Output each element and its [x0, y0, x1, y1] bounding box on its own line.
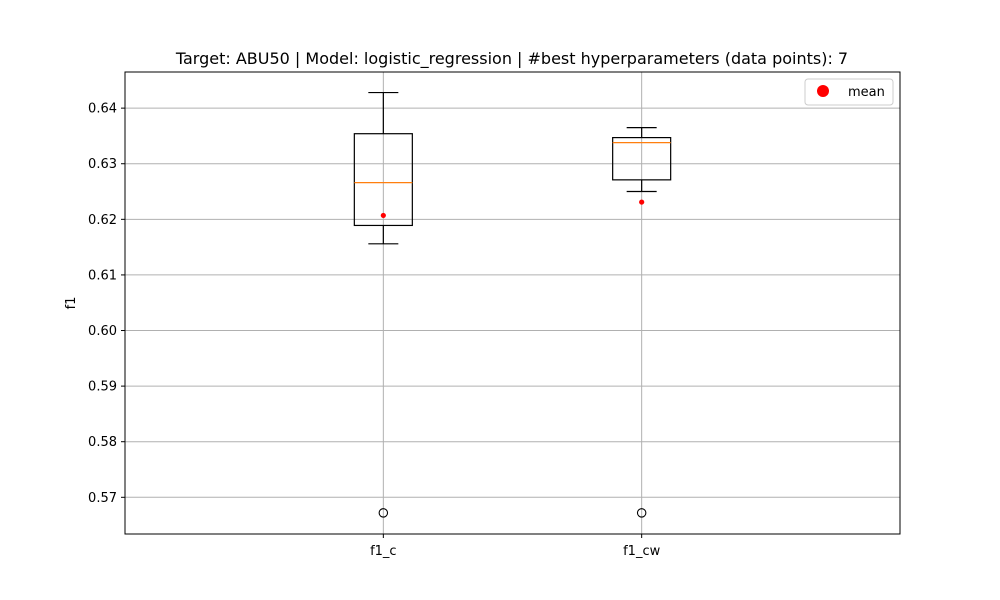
box-f1_cw [612, 126, 672, 518]
outlier-point [378, 508, 389, 518]
plot-area-frame [124, 71, 901, 535]
grid-lines [125, 72, 900, 534]
y-tick-label: 0.60 [88, 324, 117, 339]
y-tick-label: 0.61 [88, 268, 117, 283]
legend-frame [804, 78, 894, 106]
y-tick-label: 0.64 [88, 102, 117, 117]
chart-title: Target: ABU50 | Model: logistic_regressi… [175, 49, 848, 69]
boxes-layer [353, 91, 672, 518]
x-axis-ticks: f1_c f1_cw [370, 534, 661, 559]
x-tick-label: f1_c [370, 544, 397, 559]
mean-point [639, 199, 645, 205]
y-tick-label: 0.58 [88, 435, 117, 450]
legend: mean [804, 78, 894, 106]
y-axis-label: f1 [64, 297, 79, 310]
y-tick-label: 0.63 [88, 157, 117, 172]
y-tick-label: 0.57 [88, 491, 117, 506]
box-f1_c [353, 91, 413, 518]
legend-mean-label: mean [848, 85, 885, 100]
iqr-box [612, 137, 672, 181]
x-tick-label: f1_cw [623, 544, 660, 559]
y-axis-ticks: 0.57 0.58 0.59 0.60 0.61 0.62 0.63 0.64 [88, 102, 125, 506]
mean-point [380, 212, 386, 219]
y-tick-label: 0.62 [88, 213, 117, 228]
iqr-box [353, 133, 413, 227]
legend-mean-marker [817, 85, 829, 97]
outlier-point [636, 508, 647, 518]
y-tick-label: 0.59 [88, 380, 117, 395]
